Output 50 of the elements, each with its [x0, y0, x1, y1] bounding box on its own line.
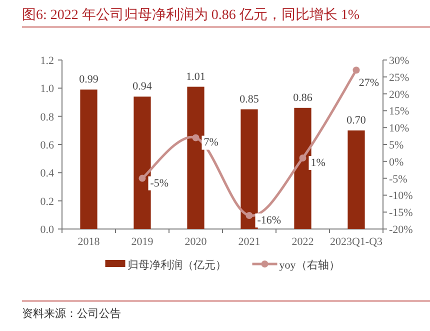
- data-label: 27%: [358, 77, 379, 90]
- y2-tick-label: 30%: [389, 55, 410, 67]
- bar: [134, 96, 151, 229]
- y2-tick-label: 10%: [389, 122, 410, 135]
- y2-tick-label: -20%: [389, 224, 413, 236]
- x-tick-label: 2023Q1-Q3: [330, 236, 384, 248]
- data-label: 0.94: [132, 80, 152, 93]
- y2-tick-label: 25%: [389, 72, 410, 84]
- title: 图6: 2022 年公司归母净利润为 0.86 亿元，同比增长 1%: [22, 8, 360, 23]
- point: [299, 154, 306, 162]
- y2-tick-label: 0%: [389, 156, 404, 168]
- y-tick-label: 0.6: [40, 140, 54, 152]
- y-tick-label: 0.8: [40, 111, 54, 124]
- data-label: 1%: [310, 157, 326, 170]
- y2-tick-label: 20%: [389, 88, 410, 101]
- data-label: 7%: [204, 136, 218, 149]
- y2-tick-label: -5%: [389, 173, 408, 186]
- y-tick-label: 0.4: [40, 168, 54, 180]
- data-label: 0.70: [346, 114, 366, 126]
- bar: [187, 86, 204, 229]
- y-tick-label: 1.2: [40, 55, 54, 67]
- x-tick-label: 2022: [292, 236, 314, 248]
- legend-label: 归母净利润（亿元）: [127, 258, 226, 272]
- y-tick-label: 1.0: [40, 83, 54, 96]
- point: [246, 212, 253, 219]
- data-label: 0.86: [293, 92, 313, 104]
- x-tick-label: 2019: [131, 236, 154, 248]
- legend-label: yoy（右轴）: [279, 258, 340, 272]
- data-label: -16%: [257, 214, 282, 226]
- y-tick-label: 0.0: [40, 224, 54, 236]
- y-tick-label: 0.2: [40, 196, 54, 208]
- point: [192, 134, 200, 142]
- x-tick-label: 2020: [184, 236, 208, 248]
- x-tick-label: 2018: [78, 236, 100, 248]
- y2-tick-label: -10%: [389, 190, 413, 202]
- bar: [348, 130, 365, 229]
- bar: [240, 109, 258, 229]
- point: [138, 174, 146, 182]
- bar: [294, 108, 312, 229]
- y2-tick-label: 15%: [389, 106, 410, 118]
- annotation: 资料来源：公司公告: [22, 308, 121, 320]
- data-label: -5%: [150, 177, 169, 190]
- data-label: 1.01: [186, 70, 206, 83]
- data-label: 0.99: [79, 74, 99, 86]
- bar: [80, 90, 98, 229]
- y2-tick-label: -15%: [389, 207, 413, 220]
- point: [352, 66, 360, 74]
- y2-tick-label: 5%: [389, 140, 404, 152]
- x-tick-label: 2021: [238, 236, 260, 248]
- data-label: 0.85: [240, 93, 260, 106]
